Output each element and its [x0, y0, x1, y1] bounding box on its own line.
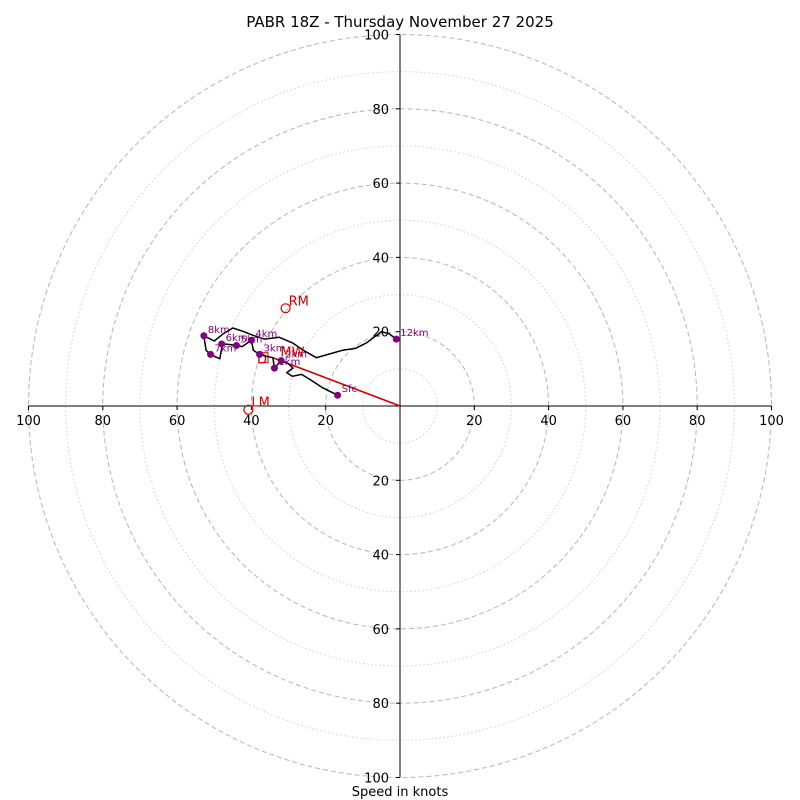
tick-labels: 20 20 20 20 40 40 40 40 60 60 60 60 80 80 80 80 100 100 10…: [16, 29, 784, 787]
chart-title: PABR 18Z - Thursday November 27 2025: [246, 13, 554, 31]
level-label-Sfc: Sfc: [342, 384, 357, 395]
storm-motion-markers: RM LM MW: [243, 294, 309, 415]
level-label-3km: 3km: [264, 343, 286, 354]
storm-motion-mw-label: MW: [280, 346, 304, 361]
y-tick-label: 80: [372, 103, 389, 118]
storm-motion-lm-marker: [243, 404, 254, 415]
y-tick-label: 100: [364, 29, 389, 44]
x-tick-label: 20: [466, 414, 483, 429]
x-tick-label: 80: [689, 414, 706, 429]
x-tick-label: 80: [95, 414, 112, 429]
level-point-2km: [277, 357, 285, 365]
level-label-6km: 6km: [226, 333, 248, 344]
level-label-7km: 7km: [215, 343, 237, 354]
y-tick-label: 20: [372, 326, 389, 341]
x-tick-label: 100: [759, 414, 784, 429]
shear-vector-line: [272, 356, 401, 407]
level-label-12km: 12km: [400, 328, 428, 339]
level-label-4km: 4km: [255, 329, 277, 340]
x-tick-label: 40: [243, 414, 260, 429]
storm-motion-lm-label: LM: [251, 396, 269, 411]
hodograph-line: [203, 327, 397, 396]
x-tick-label: 20: [317, 414, 334, 429]
level-label-2km: 2km: [285, 350, 307, 361]
x-tick-label: 40: [540, 414, 557, 429]
storm-motion-rm-label: RM: [289, 294, 309, 309]
bunkers-box-label: D: [257, 353, 267, 368]
y-tick-label: 80: [372, 697, 389, 712]
y-tick-label: 60: [372, 177, 389, 192]
level-point-4km: [247, 336, 255, 344]
y-tick-label: 60: [372, 623, 389, 638]
y-tick-label: 20: [372, 474, 389, 489]
storm-motion-rm-marker: [280, 303, 291, 314]
level-point-3km: [256, 350, 264, 358]
level-label-1km: 1km: [278, 357, 300, 368]
level-point-5km: [233, 341, 241, 349]
x-tick-label: 60: [615, 414, 632, 429]
x-axis-label: Speed in knots: [352, 785, 449, 800]
level-point-8km: [200, 332, 208, 340]
level-point-Sfc: [334, 391, 342, 399]
level-label-5km: 5km: [241, 334, 263, 345]
x-tick-label: 100: [16, 414, 41, 429]
level-point-12km: [392, 335, 400, 343]
level-point-7km: [207, 350, 215, 358]
hodograph-trace: [203, 327, 397, 396]
level-label-8km: 8km: [208, 325, 230, 336]
y-tick-label: 100: [364, 772, 389, 787]
level-point-1km: [270, 364, 278, 372]
x-tick-label: 60: [169, 414, 186, 429]
y-tick-label: 40: [372, 549, 389, 564]
level-point-6km: [218, 340, 226, 348]
y-tick-label: 40: [372, 251, 389, 266]
